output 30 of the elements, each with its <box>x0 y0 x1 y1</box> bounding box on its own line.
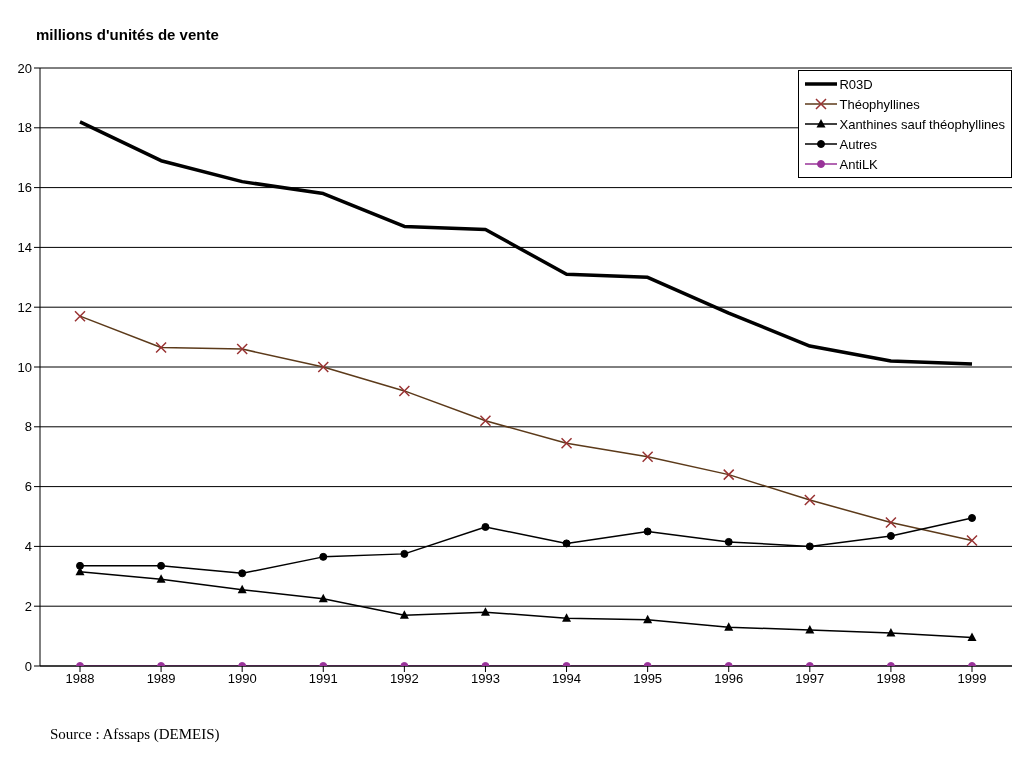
legend-label: Théophyllines <box>839 96 920 112</box>
x-tick-label: 1997 <box>795 671 825 687</box>
y-tick-label: 20 <box>17 60 32 76</box>
y-tick-label: 10 <box>17 359 32 375</box>
y-tick-label: 16 <box>17 180 32 196</box>
y-tick-label: 0 <box>24 658 32 674</box>
x-tick-label: 1990 <box>227 671 257 687</box>
x-tick-label: 1998 <box>876 671 906 687</box>
x-tick-label: 1999 <box>957 671 987 687</box>
legend-label: AntiLK <box>839 156 878 172</box>
x-tick-label: 1991 <box>308 671 338 687</box>
y-tick-label: 8 <box>24 419 32 435</box>
x-tick-label: 1996 <box>714 671 744 687</box>
x-tick-label: 1988 <box>65 671 95 687</box>
chart-title: millions d'unités de vente <box>35 25 220 45</box>
legend-label: Autres <box>839 136 878 152</box>
y-tick-label: 18 <box>17 120 32 136</box>
y-tick-label: 14 <box>17 240 32 256</box>
legend-label: R03D <box>839 76 873 92</box>
legend-label: Xanthines sauf théophyllines <box>839 116 1005 132</box>
x-tick-label: 1994 <box>552 671 582 687</box>
x-tick-label: 1993 <box>470 671 500 687</box>
y-tick-label: 12 <box>17 299 32 315</box>
x-tick-label: 1989 <box>146 671 176 687</box>
x-tick-label: 1992 <box>389 671 419 687</box>
y-tick-label: 6 <box>24 479 32 495</box>
y-tick-label: 4 <box>24 539 32 555</box>
source-note: Source : Afssaps (DEMEIS) <box>49 726 221 743</box>
x-tick-label: 1995 <box>633 671 663 687</box>
y-tick-label: 2 <box>24 598 32 614</box>
